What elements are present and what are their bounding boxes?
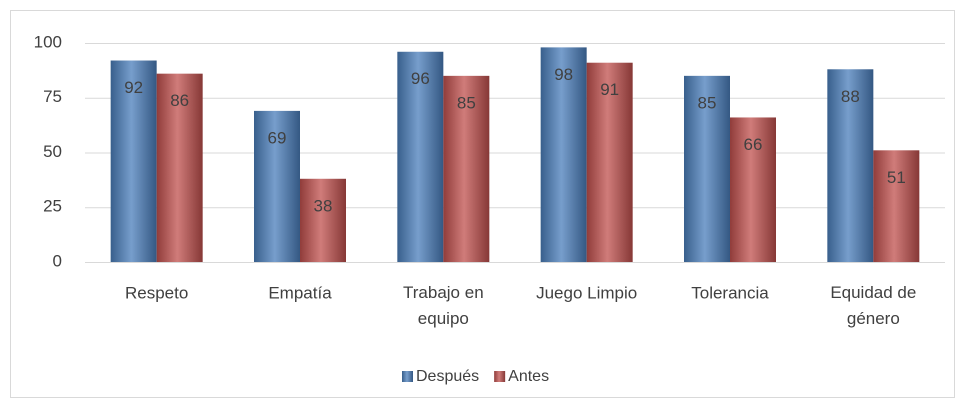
y-tick-label: 50	[43, 142, 62, 161]
bar	[684, 75, 730, 262]
y-tick-label: 0	[53, 251, 62, 270]
x-tick-label: Respeto	[125, 283, 188, 302]
bar	[254, 110, 300, 262]
bar	[156, 73, 203, 262]
legend-swatch	[494, 371, 506, 382]
bar	[110, 60, 157, 262]
data-label: 88	[841, 87, 860, 106]
data-label: 98	[554, 65, 573, 84]
bar	[540, 47, 587, 262]
legend-label: Después	[416, 368, 479, 385]
bar	[873, 150, 920, 262]
x-tick-label: Empatía	[268, 283, 332, 302]
y-tick-label: 25	[43, 197, 62, 216]
data-label: 86	[170, 91, 189, 110]
bar	[827, 69, 874, 262]
legend-label: Antes	[508, 368, 549, 385]
bar	[443, 75, 490, 262]
x-tick-label: Tolerancia	[691, 283, 769, 302]
data-label: 66	[744, 135, 763, 154]
x-tick-label: Trabajo en equipo	[403, 283, 484, 328]
data-label: 96	[411, 69, 430, 88]
legend-swatch	[402, 371, 413, 382]
data-label: 85	[457, 93, 476, 112]
data-label: 38	[314, 196, 333, 215]
bar	[300, 178, 346, 262]
y-tick-label: 100	[34, 32, 62, 51]
x-tick-label: Juego Limpio	[536, 283, 637, 302]
x-tick-label: Equidad de género	[830, 283, 916, 328]
data-label: 69	[268, 128, 287, 147]
data-label: 51	[887, 168, 906, 187]
bar	[730, 117, 776, 263]
data-label: 91	[600, 80, 619, 99]
y-tick-label: 75	[43, 87, 62, 106]
data-label: 85	[698, 93, 717, 112]
bar	[586, 62, 633, 263]
data-label: 92	[124, 78, 143, 97]
bar	[397, 51, 444, 263]
